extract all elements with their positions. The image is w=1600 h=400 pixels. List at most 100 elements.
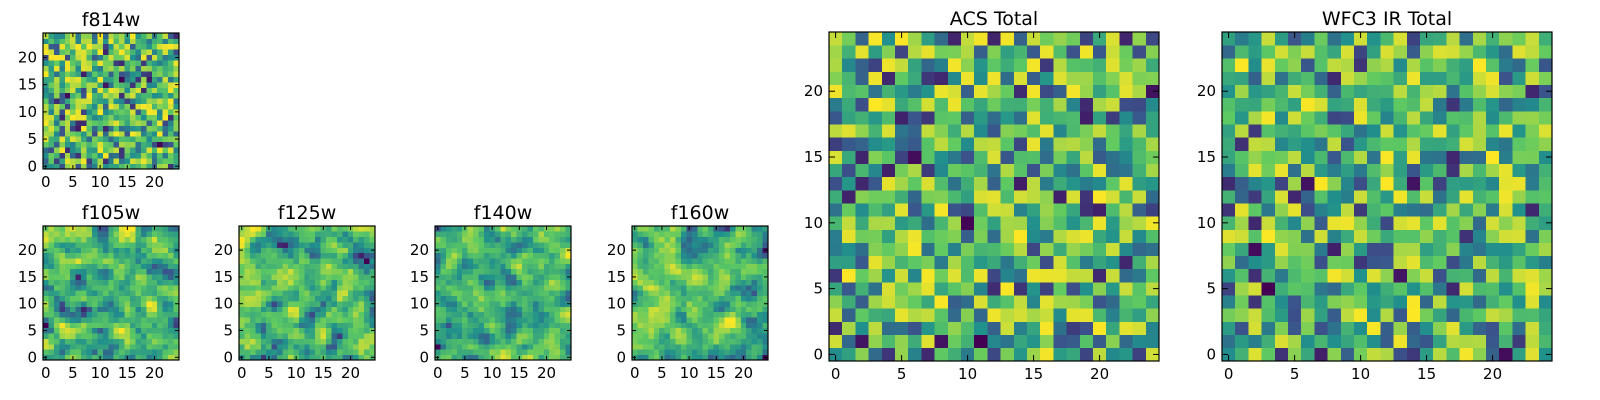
heatmap-cell [1433, 308, 1447, 322]
heatmap-cell [266, 301, 272, 307]
heatmap-cell [440, 279, 447, 286]
heatmap-cell [1380, 45, 1394, 59]
heatmap-cell [462, 258, 468, 264]
heatmap-cell [1145, 347, 1160, 362]
heatmap-cell [691, 306, 698, 313]
heatmap-cell [1367, 124, 1381, 138]
heatmap-cell [1340, 347, 1355, 362]
heatmap-cell [364, 311, 370, 318]
heatmap-cell [637, 274, 644, 280]
heatmap-cell [947, 32, 962, 46]
heatmap-cells-f140w [435, 226, 572, 361]
heatmap-cell [1406, 110, 1421, 125]
heatmap-cell [1512, 84, 1526, 99]
heatmap-cell [75, 114, 82, 121]
heatmap-cell [1301, 45, 1315, 59]
heatmap-cell [113, 87, 120, 94]
heatmap-cell [757, 343, 763, 350]
heatmap-cell [680, 295, 687, 302]
heatmap-cell [309, 317, 316, 323]
heatmap-cell [1132, 216, 1147, 230]
heatmap-cell [1066, 282, 1081, 296]
heatmap-cell [1525, 124, 1540, 138]
heatmap-cell [1459, 150, 1474, 164]
heatmap-cell [881, 334, 896, 349]
heatmap-cell [1106, 110, 1120, 125]
heatmap-cell [1301, 268, 1315, 283]
heatmap-cell [168, 54, 174, 61]
heatmap-cell [59, 76, 66, 83]
heatmap-cell [320, 242, 327, 248]
heatmap-cell [48, 98, 55, 105]
heatmap-cell [271, 322, 278, 329]
heatmap-cell [130, 349, 136, 355]
heatmap-cell [1525, 71, 1540, 85]
heatmap-cell [309, 290, 316, 297]
heatmap-cell [462, 236, 468, 243]
heatmap-cell [746, 317, 753, 323]
heatmap-cell [478, 295, 485, 302]
heatmap-cell [53, 71, 60, 77]
heatmap-cell [1472, 137, 1487, 151]
heatmap-cell [868, 163, 883, 178]
heatmap-cell [304, 226, 311, 232]
heatmap-cell [135, 322, 142, 329]
heatmap-cell [1040, 268, 1054, 283]
heatmap-cell [921, 58, 935, 72]
heatmap-cell [511, 242, 517, 248]
heatmap-cell [435, 317, 441, 323]
heatmap-cell [48, 76, 55, 83]
heatmap-cell [239, 333, 245, 339]
heatmap-cell [560, 349, 566, 355]
heatmap-cell [358, 231, 365, 238]
heatmap-cell [532, 317, 539, 323]
heatmap-cell [868, 308, 883, 322]
heatmap-cell [97, 81, 104, 88]
heatmap-cell [130, 231, 136, 238]
heatmap-cell [102, 163, 109, 170]
heatmap-cell [881, 150, 896, 164]
heatmap-cell [86, 322, 93, 329]
heatmap-cell [86, 81, 93, 88]
x-tick-label: 0 [41, 364, 51, 382]
heatmap-cell [1079, 255, 1094, 270]
heatmap-cell [881, 71, 896, 85]
heatmap-cell [53, 263, 60, 270]
heatmap-cell [751, 333, 758, 339]
heatmap-cell [249, 252, 256, 259]
heatmap-cell [293, 317, 300, 323]
heatmap-cell [1222, 110, 1236, 125]
heatmap-cell [527, 295, 534, 302]
heatmap-cell [315, 263, 321, 270]
heatmap-cell [140, 60, 147, 66]
heatmap-cell [1119, 321, 1133, 336]
heatmap-cell [59, 49, 66, 56]
heatmap-cell [632, 242, 638, 248]
heatmap-cell [130, 71, 136, 77]
heatmap-cell [554, 284, 561, 291]
heatmap-cell [543, 301, 550, 307]
heatmap-cell [632, 268, 638, 275]
heatmap-cell [119, 311, 125, 318]
heatmap-cell [729, 226, 736, 232]
heatmap-cell [309, 252, 316, 259]
heatmap-cell [895, 124, 909, 138]
heatmap-cell [921, 84, 935, 99]
heatmap-cell [1314, 137, 1328, 151]
heatmap-cell [719, 263, 725, 270]
heatmap-cell [881, 321, 896, 336]
heatmap-cell [108, 306, 115, 313]
heatmap-cell [729, 327, 736, 334]
heatmap-cell [1053, 58, 1067, 72]
heatmap-cell [342, 327, 349, 334]
heatmap-cell [331, 284, 338, 291]
heatmap-cell [298, 306, 305, 313]
heatmap-cell [1248, 282, 1262, 296]
heatmap-cell [1013, 189, 1028, 204]
heatmap-cell [255, 317, 262, 323]
heatmap-cell [277, 236, 283, 243]
heatmap-cell [729, 290, 736, 297]
heatmap-cell [1406, 137, 1421, 151]
heatmap-cell [1499, 295, 1513, 309]
heatmap-cell [239, 349, 245, 355]
